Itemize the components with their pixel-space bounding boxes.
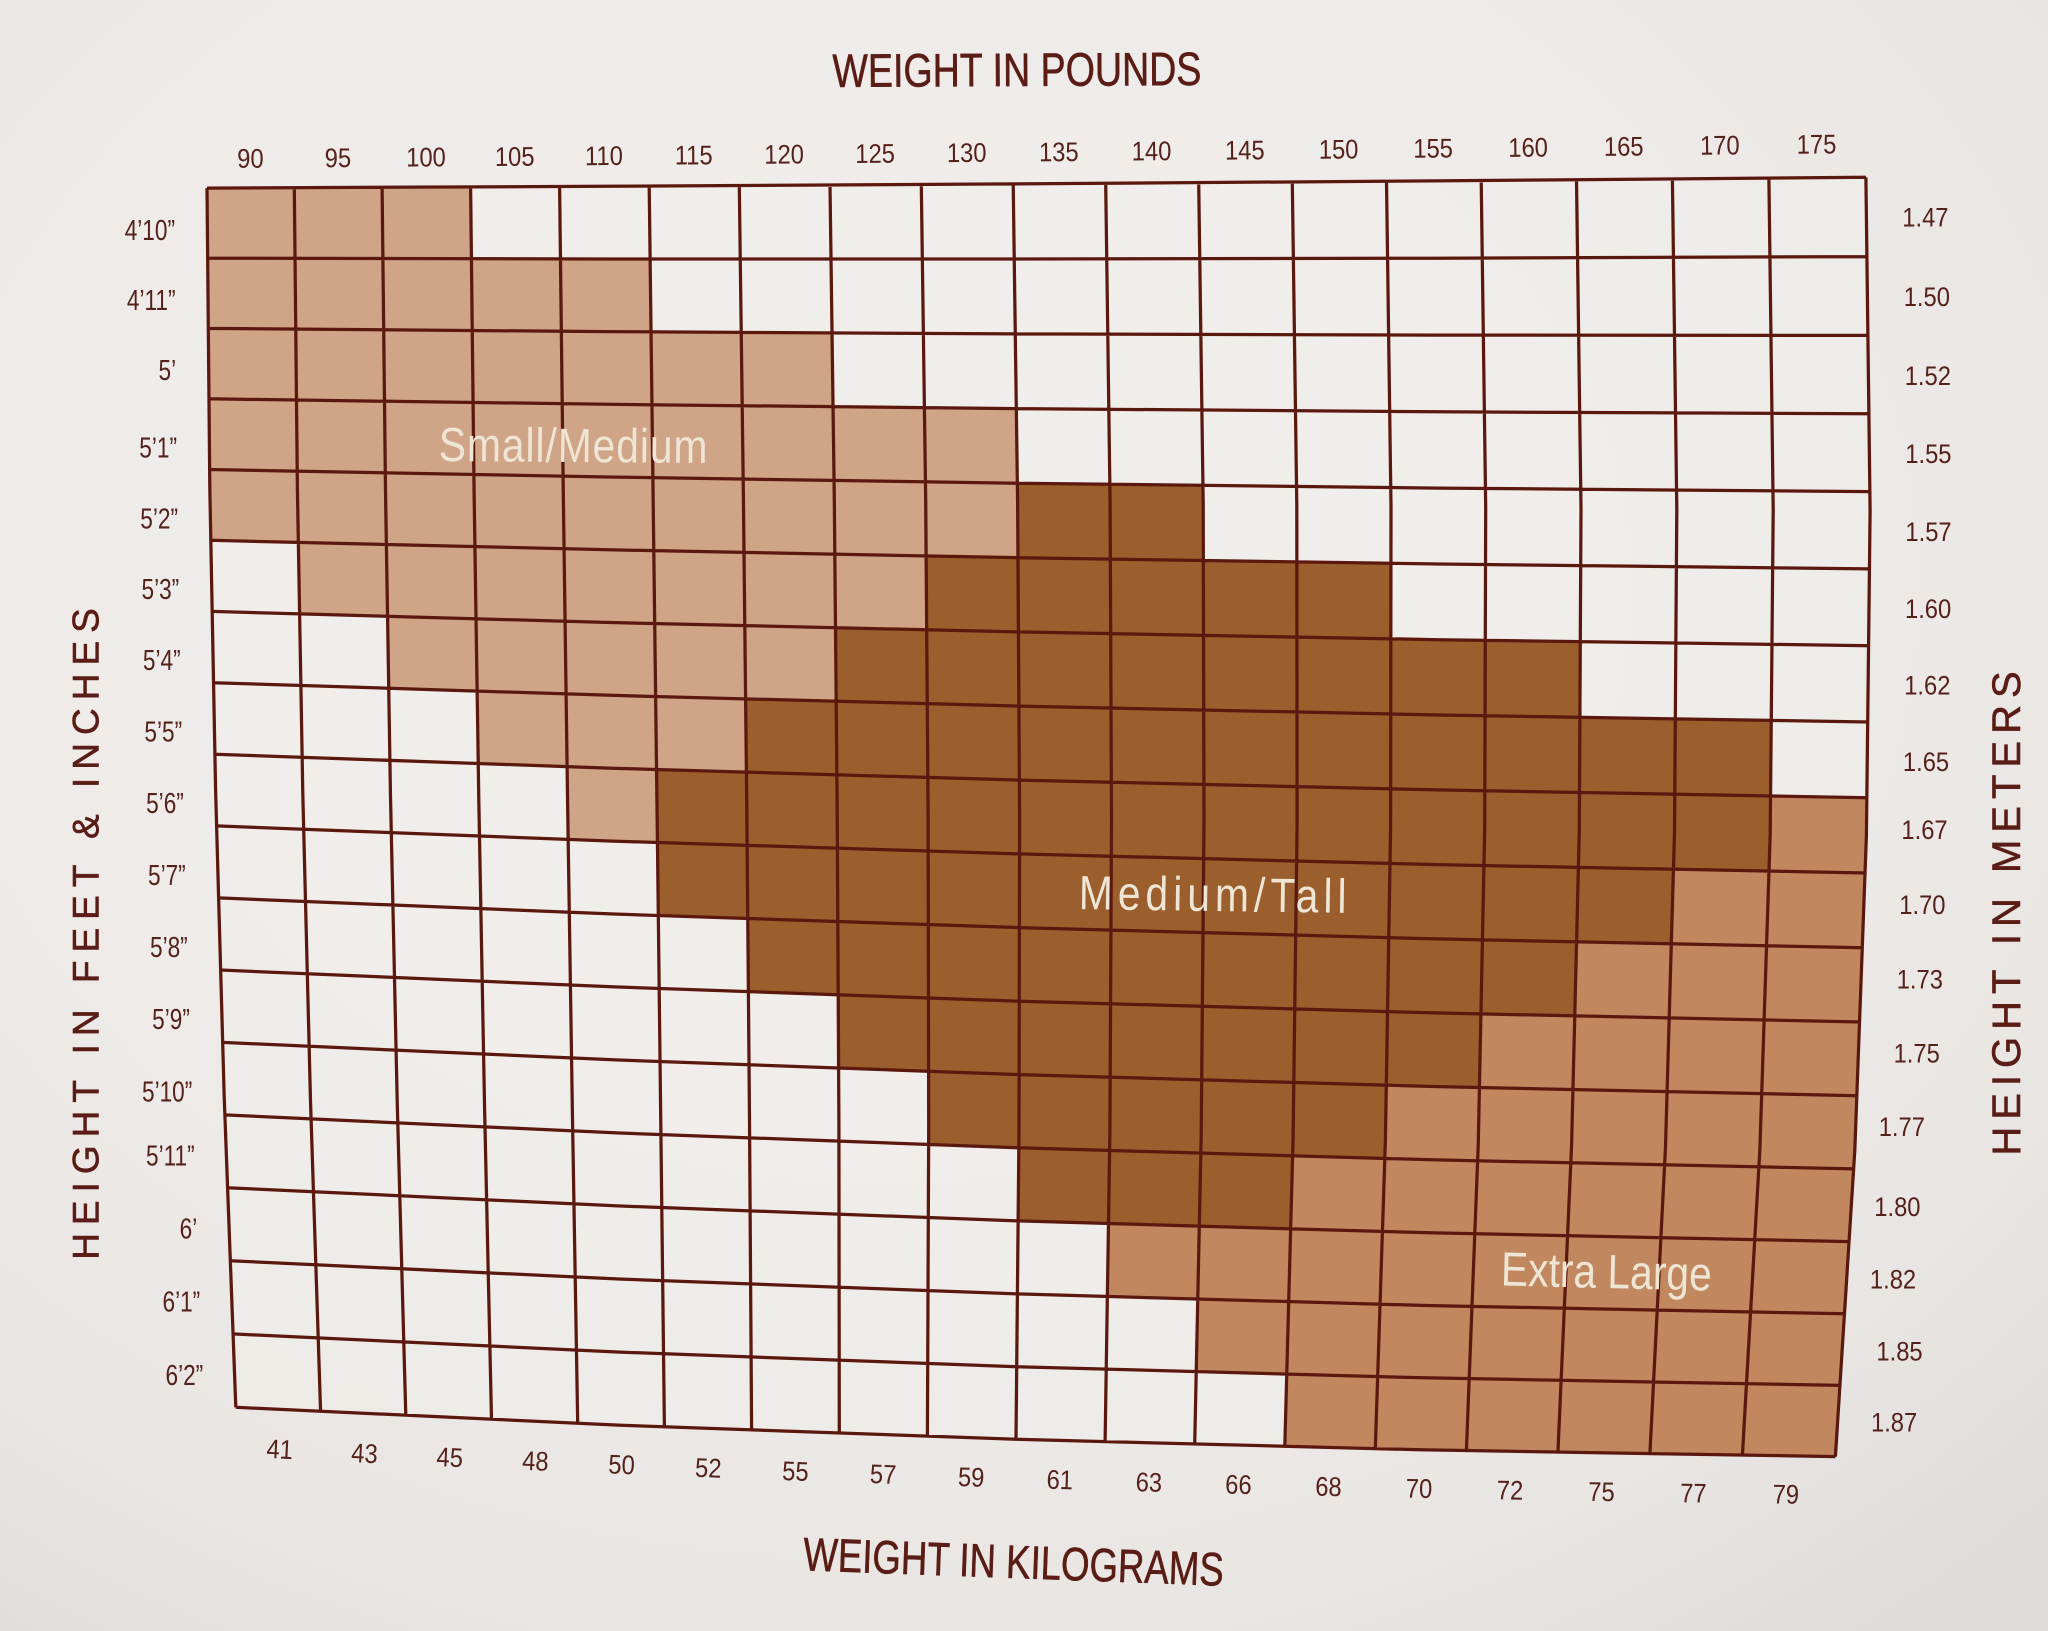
svg-text:59: 59	[958, 1463, 985, 1494]
svg-text:6’1”: 6’1”	[162, 1285, 200, 1318]
svg-text:100: 100	[406, 143, 446, 173]
svg-text:95: 95	[325, 144, 352, 174]
svg-text:160: 160	[1508, 133, 1548, 163]
svg-text:66: 66	[1225, 1470, 1252, 1500]
svg-text:105: 105	[495, 142, 535, 172]
svg-text:43: 43	[351, 1439, 379, 1470]
svg-text:145: 145	[1225, 136, 1265, 166]
svg-text:125: 125	[855, 139, 895, 169]
svg-text:HEIGHT IN METERS: HEIGHT IN METERS	[1985, 664, 2029, 1155]
svg-text:50: 50	[608, 1450, 636, 1481]
svg-text:140: 140	[1132, 137, 1172, 167]
svg-text:77: 77	[1680, 1479, 1707, 1509]
svg-text:1.87: 1.87	[1871, 1408, 1917, 1438]
svg-text:1.47: 1.47	[1902, 203, 1948, 233]
svg-text:110: 110	[585, 142, 623, 172]
svg-text:79: 79	[1773, 1480, 1800, 1510]
svg-text:155: 155	[1413, 134, 1453, 164]
svg-text:75: 75	[1588, 1477, 1615, 1507]
svg-text:68: 68	[1315, 1472, 1342, 1502]
svg-text:48: 48	[522, 1446, 550, 1477]
svg-text:1.55: 1.55	[1905, 440, 1951, 470]
svg-text:1.62: 1.62	[1904, 671, 1950, 701]
svg-text:1.80: 1.80	[1874, 1193, 1920, 1223]
svg-text:5’6”: 5’6”	[146, 786, 184, 819]
svg-text:5’8”: 5’8”	[150, 930, 188, 963]
svg-text:150: 150	[1319, 135, 1359, 165]
svg-text:5’11”: 5’11”	[146, 1139, 195, 1172]
svg-text:WEIGHT IN POUNDS: WEIGHT IN POUNDS	[832, 43, 1201, 98]
svg-text:5’5”: 5’5”	[144, 715, 182, 748]
svg-text:165: 165	[1604, 132, 1644, 162]
svg-text:1.82: 1.82	[1870, 1265, 1916, 1295]
svg-text:135: 135	[1039, 138, 1079, 168]
svg-text:41: 41	[266, 1434, 294, 1465]
svg-text:175: 175	[1797, 130, 1837, 160]
svg-text:1.52: 1.52	[1905, 361, 1951, 391]
svg-text:5’10”: 5’10”	[142, 1075, 192, 1108]
svg-text:1.60: 1.60	[1905, 595, 1951, 625]
svg-text:5’3”: 5’3”	[141, 572, 179, 605]
svg-text:1.75: 1.75	[1894, 1039, 1940, 1069]
svg-text:HEIGHT IN FEET & INCHES: HEIGHT IN FEET & INCHES	[66, 600, 107, 1260]
svg-text:1.65: 1.65	[1903, 747, 1949, 777]
svg-text:90: 90	[237, 144, 264, 174]
svg-text:5’2”: 5’2”	[140, 502, 178, 535]
svg-text:5’7”: 5’7”	[148, 858, 186, 891]
svg-text:170: 170	[1700, 131, 1740, 161]
svg-text:5’4”: 5’4”	[143, 643, 181, 676]
svg-text:1.50: 1.50	[1904, 283, 1950, 313]
svg-text:72: 72	[1497, 1476, 1524, 1506]
svg-text:130: 130	[947, 138, 987, 168]
svg-text:115: 115	[675, 141, 713, 171]
svg-text:120: 120	[764, 140, 804, 170]
svg-text:61: 61	[1046, 1465, 1073, 1495]
svg-text:1.57: 1.57	[1905, 517, 1951, 547]
svg-text:5’1”: 5’1”	[139, 431, 177, 464]
svg-text:6’: 6’	[180, 1212, 198, 1245]
svg-text:63: 63	[1135, 1468, 1162, 1498]
svg-text:5’9”: 5’9”	[152, 1002, 190, 1035]
svg-text:45: 45	[436, 1443, 464, 1474]
svg-text:4’11”: 4’11”	[127, 283, 176, 316]
svg-text:55: 55	[782, 1457, 809, 1488]
svg-text:Small/Medium: Small/Medium	[439, 419, 709, 474]
svg-text:1.77: 1.77	[1879, 1112, 1925, 1142]
svg-text:52: 52	[695, 1453, 723, 1484]
svg-text:70: 70	[1405, 1474, 1432, 1504]
svg-text:1.70: 1.70	[1899, 891, 1945, 921]
svg-text:4’10”: 4’10”	[125, 213, 175, 246]
svg-text:Extra Large: Extra Large	[1500, 1243, 1712, 1301]
svg-text:Medium/Tall: Medium/Tall	[1078, 867, 1351, 924]
svg-text:6’2”: 6’2”	[165, 1358, 203, 1391]
svg-text:5’: 5’	[158, 353, 176, 386]
svg-text:1.67: 1.67	[1901, 815, 1947, 845]
svg-text:1.85: 1.85	[1876, 1337, 1922, 1367]
svg-text:1.73: 1.73	[1897, 965, 1943, 995]
svg-text:57: 57	[869, 1460, 896, 1491]
